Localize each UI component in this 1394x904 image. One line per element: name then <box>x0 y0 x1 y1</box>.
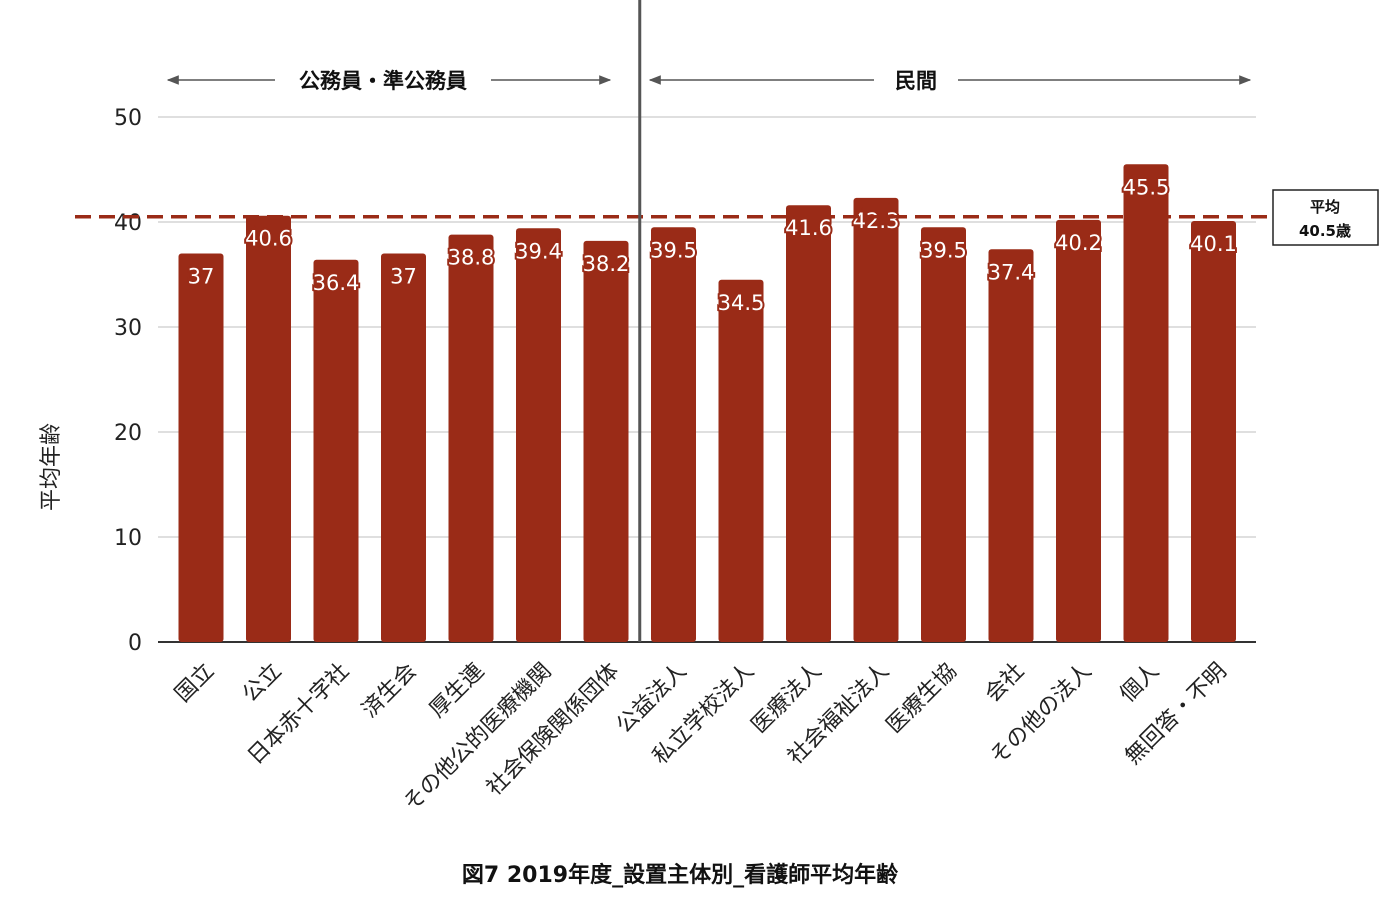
y-tick-label: 30 <box>114 316 142 341</box>
bar <box>1191 220 1236 642</box>
average-line-group: 平均 40.5歳 <box>75 189 1379 246</box>
bar <box>718 279 764 642</box>
data-label: 38.8 <box>448 246 495 270</box>
y-tick-label: 10 <box>114 526 142 551</box>
average-label-box <box>1272 189 1379 246</box>
group-header-label: 公務員・準公務員 <box>299 69 467 93</box>
group-headers: 公務員・準公務員 民間 <box>166 0 1252 642</box>
bar <box>178 253 224 642</box>
bar <box>448 234 494 642</box>
category-label: 社会保険関係団体 <box>482 659 624 801</box>
bars <box>178 164 1236 643</box>
category-label: 公立 <box>238 659 287 708</box>
category-label: 国立 <box>170 659 219 708</box>
bar <box>246 215 291 642</box>
y-axis-label: 平均年齢 <box>39 423 64 511</box>
data-label: 42.3 <box>853 209 900 233</box>
data-label: 39.5 <box>650 238 697 262</box>
data-label: 45.5 <box>1123 175 1170 199</box>
bar <box>786 205 831 642</box>
data-label: 37 <box>390 265 417 289</box>
y-tick-label: 40 <box>114 211 142 236</box>
data-label: 40.6 <box>245 227 292 251</box>
bar <box>651 227 696 642</box>
bar <box>583 240 629 642</box>
bar <box>313 259 359 642</box>
y-tick-label: 20 <box>114 421 142 446</box>
bar <box>853 197 899 642</box>
category-label: 厚生連 <box>425 659 489 723</box>
y-tick-label: 50 <box>114 106 142 131</box>
data-label: 39.4 <box>515 239 562 263</box>
data-label: 34.5 <box>718 291 765 315</box>
y-tick-label: 0 <box>128 631 142 656</box>
bar <box>1056 219 1101 642</box>
data-label: 41.6 <box>785 216 832 240</box>
category-label: 会社 <box>980 659 1029 708</box>
bar <box>921 227 966 642</box>
average-label-line1: 平均 <box>1310 198 1340 216</box>
data-label: 39.5 <box>920 238 967 262</box>
data-labels: 37 40.6 36.4 37 38.8 39.4 38.2 39.5 34.5 41.6 42.3… <box>186 173 1239 317</box>
data-label: 38.2 <box>583 252 630 276</box>
data-label: 36.4 <box>313 271 360 295</box>
category-label: 医療生協 <box>882 659 962 739</box>
y-axis-ticks: 0 10 20 30 40 50 <box>114 106 142 656</box>
average-label-line2: 40.5歳 <box>1299 222 1351 240</box>
bar <box>381 253 426 642</box>
category-label: 済生会 <box>357 659 421 723</box>
bar <box>1123 164 1169 642</box>
data-label: 40.2 <box>1055 231 1102 255</box>
group-header-label: 民間 <box>895 69 937 93</box>
data-label: 37.4 <box>988 260 1035 284</box>
bar <box>516 228 561 643</box>
bar <box>988 249 1034 643</box>
data-label: 37 <box>188 265 215 289</box>
chart-title: 図7 2019年度_設置主体別_看護師平均年齢 <box>462 862 899 888</box>
data-label: 40.1 <box>1190 232 1237 256</box>
category-label: 個人 <box>1115 659 1164 708</box>
